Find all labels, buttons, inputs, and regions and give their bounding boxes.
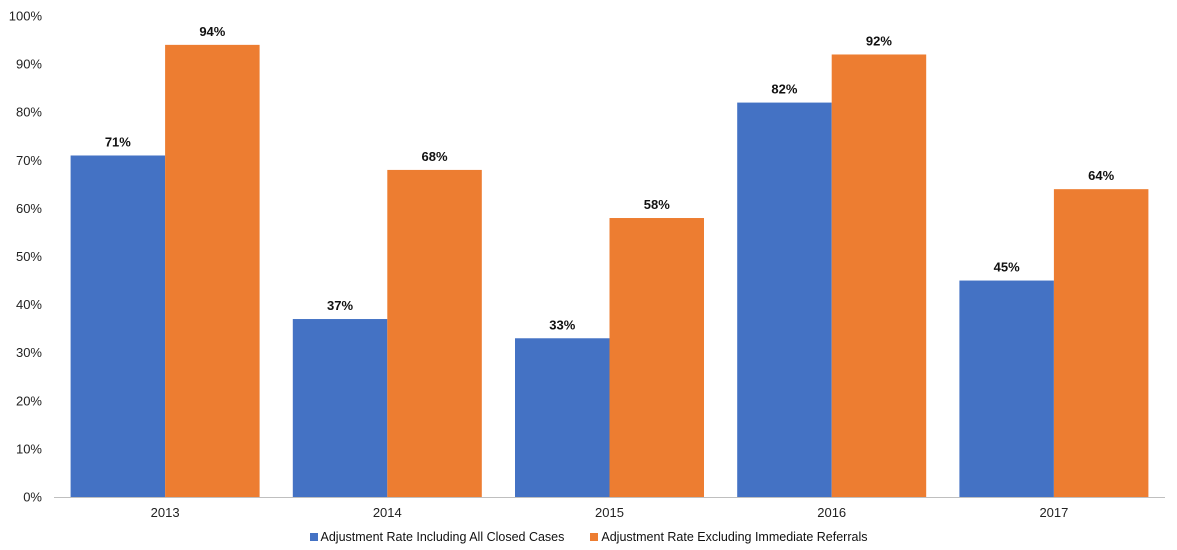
y-tick-label: 50% <box>16 249 42 264</box>
bar-chart: 0% 10% 20% 30% 40% 50% 60% 70% 80% 90% 100% 71% 94%… <box>9 9 1165 520</box>
legend-swatch-including-all <box>309 533 318 541</box>
data-label: 64% <box>1088 168 1114 183</box>
y-tick-label: 100% <box>9 9 43 24</box>
legend-label-including-all: Adjustment Rate Including All Closed Cas… <box>320 530 565 544</box>
bar-series-2-2017 <box>1053 189 1149 497</box>
x-tick-label: 2016 <box>817 505 846 520</box>
y-tick-label: 80% <box>16 105 42 120</box>
bar-series-2-2015 <box>609 218 704 497</box>
data-label: 37% <box>327 298 353 313</box>
y-tick-label: 0% <box>23 490 42 505</box>
y-tick-label: 90% <box>16 57 42 72</box>
x-tick-label: 2015 <box>595 505 624 520</box>
bar-series-2-2013 <box>165 44 260 498</box>
bar-series-2-2014 <box>387 169 482 498</box>
data-label: 68% <box>422 149 448 164</box>
bar-series-1-2013 <box>70 155 166 498</box>
y-tick-label: 10% <box>16 441 42 456</box>
legend-item-excluding-referrals: Adjustment Rate Excluding Immediate Refe… <box>590 530 867 544</box>
bar-series-1-2014 <box>292 319 388 497</box>
data-label: 71% <box>105 134 131 149</box>
legend: Adjustment Rate Including All Closed Cas… <box>0 530 1177 544</box>
y-tick-label: 30% <box>16 345 42 360</box>
data-label: 58% <box>644 197 670 212</box>
y-axis: 0% 10% 20% 30% 40% 50% 60% 70% 80% 90% 100% <box>9 9 43 505</box>
data-label: 45% <box>994 260 1020 275</box>
y-tick-label: 60% <box>16 201 42 216</box>
bar-series-2-2016 <box>831 54 927 497</box>
bar-series-1-2016 <box>737 102 832 497</box>
y-tick-label: 70% <box>16 153 42 168</box>
data-label: 82% <box>771 82 797 97</box>
data-label: 92% <box>866 33 892 48</box>
data-label: 94% <box>199 24 225 39</box>
y-tick-label: 20% <box>16 393 42 408</box>
legend-label-excluding-referrals: Adjustment Rate Excluding Immediate Refe… <box>601 530 868 544</box>
x-axis: 2013 2014 2015 2016 2017 <box>54 497 1165 520</box>
x-tick-label: 2017 <box>1039 505 1068 520</box>
bar-series-1-2017 <box>959 280 1054 497</box>
x-tick-label: 2013 <box>151 505 180 520</box>
bars: 71% 94% 37% 68% 33% 58% 82% 92% 45% 64% <box>70 24 1149 498</box>
legend-swatch-excluding-referrals <box>590 533 599 541</box>
data-label: 33% <box>549 317 575 332</box>
bar-series-1-2015 <box>515 338 610 497</box>
y-tick-label: 40% <box>16 297 42 312</box>
x-tick-label: 2014 <box>373 505 402 520</box>
legend-item-including-all: Adjustment Rate Including All Closed Cas… <box>309 530 565 544</box>
